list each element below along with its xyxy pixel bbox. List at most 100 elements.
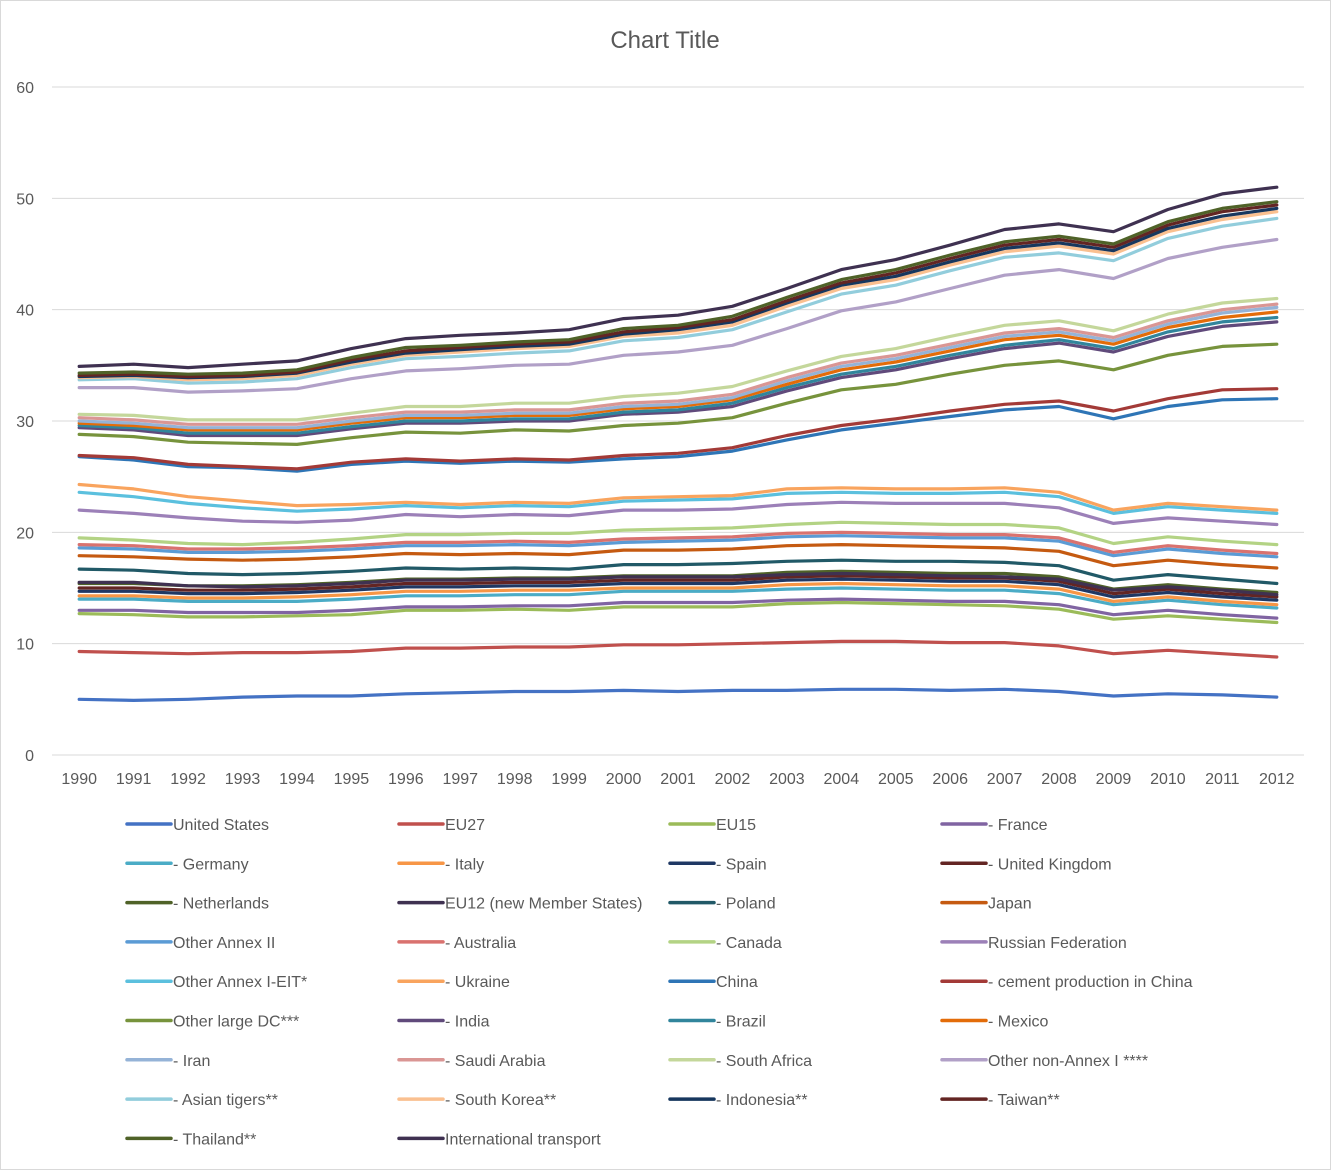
series-line: [77, 185, 1279, 370]
legend-item[interactable]: - Poland: [668, 896, 776, 913]
legend-item[interactable]: EU27: [397, 817, 485, 834]
legend-item[interactable]: - Spain: [668, 856, 767, 873]
x-tick-label: 2000: [606, 771, 642, 788]
legend-label: United States: [173, 817, 269, 834]
legend-item[interactable]: Other Annex I-EIT*: [125, 974, 307, 991]
series-line: [77, 387, 1279, 471]
legend-label: - South Africa: [716, 1053, 812, 1070]
legend-item[interactable]: - Asian tigers**: [125, 1092, 278, 1109]
series-line: [77, 310, 1279, 432]
legend-label: - South Korea**: [445, 1092, 556, 1109]
legend-label: - Saudi Arabia: [445, 1053, 546, 1070]
legend-label: - Poland: [716, 896, 776, 913]
legend-label: - Australia: [445, 935, 516, 952]
gridlines: [52, 86, 1304, 756]
legend: United States EU27 EU15 - France - Germany - …: [125, 817, 1193, 1148]
legend-label: - Taiwan**: [988, 1092, 1060, 1109]
x-tick-label: 2006: [932, 771, 968, 788]
legend-label: - Brazil: [716, 1014, 766, 1031]
series-line: [77, 581, 1279, 607]
series-line: [77, 558, 1279, 586]
legend-item[interactable]: Other large DC***: [125, 1014, 299, 1031]
legend-item[interactable]: - South Africa: [668, 1053, 812, 1070]
x-tick-label: 2011: [1205, 771, 1240, 788]
series-line: [77, 320, 1279, 438]
series-line: [77, 237, 1279, 394]
series-line: [77, 530, 1279, 556]
series-line: [77, 687, 1279, 703]
legend-label: - Indonesia**: [716, 1092, 808, 1109]
legend-item[interactable]: EU15: [668, 817, 756, 834]
x-tick-label: 1994: [279, 771, 315, 788]
y-tick-label: 40: [16, 303, 34, 320]
series-line: [77, 203, 1279, 379]
series-line: [77, 482, 1279, 512]
series-line: [77, 597, 1279, 620]
series-line: [77, 639, 1279, 659]
legend-item[interactable]: Other non-Annex I ****: [940, 1053, 1148, 1070]
legend-item[interactable]: - Taiwan**: [940, 1092, 1060, 1109]
legend-item[interactable]: - Canada: [668, 935, 782, 952]
legend-label: EU12 (new Member States): [445, 896, 642, 913]
y-tick-label: 0: [25, 748, 34, 765]
series-lines: [77, 185, 1279, 703]
legend-label: - Canada: [716, 935, 782, 952]
legend-item[interactable]: - Thailand**: [125, 1131, 256, 1148]
series-line: [77, 200, 1279, 376]
legend-item[interactable]: Japan: [940, 896, 1032, 913]
chart-title: Chart Title: [610, 27, 719, 54]
legend-item[interactable]: - Netherlands: [125, 896, 269, 913]
legend-item[interactable]: Other Annex II: [125, 935, 275, 952]
series-line: [77, 216, 1279, 385]
legend-item[interactable]: - cement production in China: [940, 974, 1193, 991]
legend-label: - Netherlands: [173, 896, 269, 913]
legend-item[interactable]: - Italy: [397, 856, 484, 873]
legend-item[interactable]: United States: [125, 817, 269, 834]
series-line: [77, 500, 1279, 527]
x-tick-label: 1995: [334, 771, 370, 788]
legend-item[interactable]: - Mexico: [940, 1014, 1049, 1031]
x-tick-label: 2012: [1259, 771, 1295, 788]
x-tick-label: 2009: [1096, 771, 1132, 788]
legend-label: - India: [445, 1014, 490, 1031]
legend-item[interactable]: Russian Federation: [940, 935, 1127, 952]
series-line: [77, 210, 1279, 382]
legend-item[interactable]: EU12 (new Member States): [397, 896, 642, 913]
legend-item[interactable]: China: [668, 974, 758, 991]
legend-label: Other Annex II: [173, 935, 275, 952]
legend-item[interactable]: - Australia: [397, 935, 516, 952]
legend-label: Japan: [988, 896, 1032, 913]
legend-label: Other non-Annex I ****: [988, 1053, 1148, 1070]
series-line: [77, 586, 1279, 610]
legend-label: - Thailand**: [173, 1131, 256, 1148]
x-tick-label: 2010: [1150, 771, 1186, 788]
series-line: [77, 315, 1279, 435]
series-line: [77, 542, 1279, 570]
series-line: [77, 600, 1279, 625]
x-tick-label: 1992: [170, 771, 206, 788]
legend-item[interactable]: - Brazil: [668, 1014, 766, 1031]
series-line: [77, 305, 1279, 430]
legend-item[interactable]: International transport: [397, 1131, 601, 1148]
legend-item[interactable]: - Iran: [125, 1053, 210, 1070]
legend-label: EU27: [445, 817, 485, 834]
series-line: [77, 574, 1279, 599]
x-tick-label: 1997: [442, 771, 478, 788]
legend-item[interactable]: - Germany: [125, 856, 249, 873]
legend-item[interactable]: - Indonesia**: [668, 1092, 808, 1109]
legend-item[interactable]: - South Korea**: [397, 1092, 556, 1109]
x-tick-label: 1993: [225, 771, 261, 788]
legend-item[interactable]: - United Kingdom: [940, 856, 1112, 873]
legend-label: Russian Federation: [988, 935, 1127, 952]
series-line: [77, 571, 1279, 597]
legend-item[interactable]: - India: [397, 1014, 490, 1031]
legend-item[interactable]: - Saudi Arabia: [397, 1053, 546, 1070]
legend-item[interactable]: - Ukraine: [397, 974, 510, 991]
legend-label: EU15: [716, 817, 756, 834]
x-tick-label: 2007: [987, 771, 1023, 788]
y-tick-label: 30: [16, 414, 34, 431]
legend-label: - Iran: [173, 1053, 210, 1070]
legend-item[interactable]: - France: [940, 817, 1048, 834]
legend-label: China: [716, 974, 758, 991]
